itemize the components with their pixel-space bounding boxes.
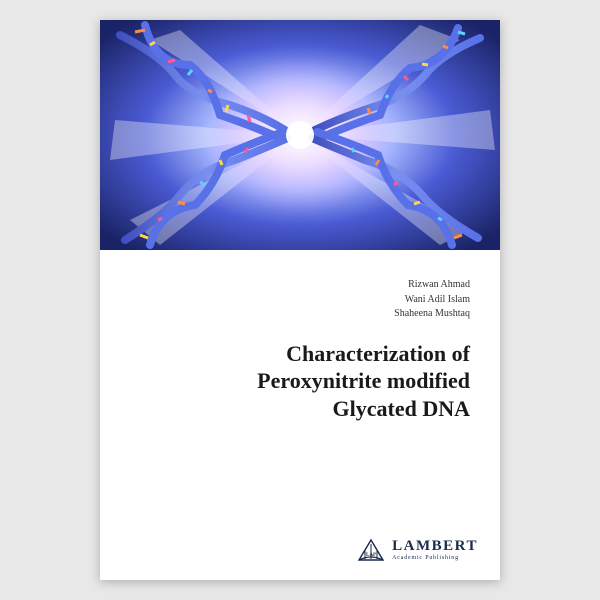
title-line: Peroxynitrite modified bbox=[130, 367, 470, 395]
publisher-text: LAMBERT Academic Publishing bbox=[392, 539, 478, 561]
author-name: Rizwan Ahmad bbox=[130, 278, 470, 293]
publisher-logo-icon: LAP bbox=[356, 536, 386, 564]
hero-image bbox=[100, 20, 500, 250]
title-line: Characterization of bbox=[130, 340, 470, 368]
publisher-block: LAP LAMBERT Academic Publishing bbox=[356, 536, 478, 564]
author-name: Shaheena Mushtaq bbox=[130, 307, 470, 322]
author-name: Wani Adil Islam bbox=[130, 293, 470, 308]
publisher-tagline: Academic Publishing bbox=[392, 555, 478, 561]
content-area: Rizwan Ahmad Wani Adil Islam Shaheena Mu… bbox=[100, 250, 500, 580]
author-list: Rizwan Ahmad Wani Adil Islam Shaheena Mu… bbox=[130, 278, 470, 322]
publisher-name: LAMBERT bbox=[392, 539, 478, 554]
book-cover: Rizwan Ahmad Wani Adil Islam Shaheena Mu… bbox=[100, 20, 500, 580]
svg-text:LAP: LAP bbox=[366, 553, 376, 558]
dna-illustration bbox=[100, 20, 500, 250]
book-title: Characterization of Peroxynitrite modifi… bbox=[130, 340, 470, 423]
title-line: Glycated DNA bbox=[130, 395, 470, 423]
